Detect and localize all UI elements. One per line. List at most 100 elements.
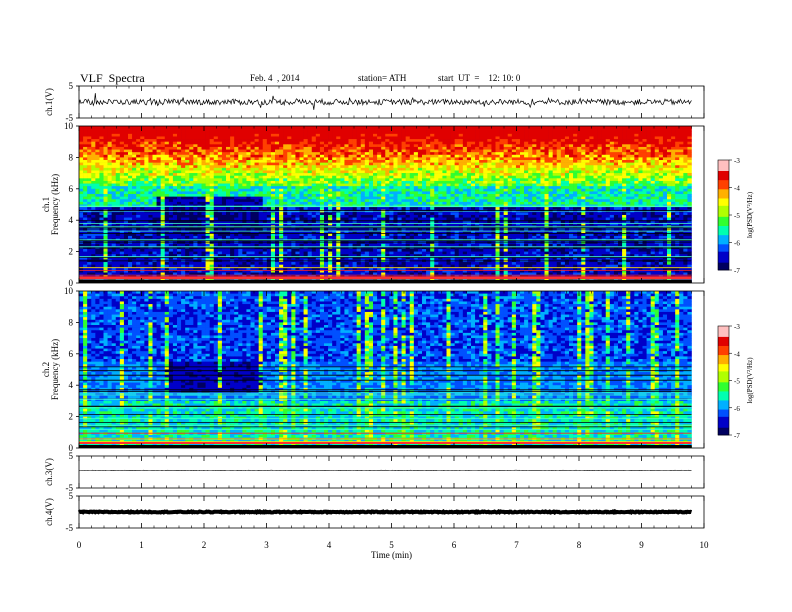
spectrogram-cell	[544, 207, 549, 211]
spectrogram-cell	[560, 144, 566, 148]
spectrogram-cell	[438, 167, 443, 171]
spectrogram-cell	[430, 128, 435, 132]
spectrogram-cell	[123, 149, 129, 153]
spectrogram-cell	[303, 144, 308, 148]
spectrogram-cell	[230, 183, 235, 187]
spectrogram-cell	[613, 144, 619, 148]
spectrogram-cell	[107, 212, 112, 216]
spectrogram-cell	[315, 133, 321, 137]
spectrogram-cell	[307, 207, 313, 211]
spectrogram-cell	[646, 146, 651, 150]
spectrogram-cell	[585, 188, 590, 192]
spectrogram-cell	[462, 194, 468, 197]
spectrogram-cell	[250, 146, 255, 150]
spectrogram-cell	[503, 199, 509, 203]
spectrogram-cell	[475, 167, 480, 171]
spectrogram-cell	[422, 160, 427, 163]
spectrogram-cell	[560, 183, 566, 187]
spectrogram-cell	[675, 133, 680, 137]
spectrogram-cell	[324, 180, 329, 184]
spectrogram-cell	[650, 191, 656, 195]
spectrogram-cell	[87, 191, 92, 195]
spectrogram-cell	[172, 196, 178, 200]
spectrogram-cell	[642, 141, 647, 145]
spectrogram-cell	[266, 170, 272, 174]
spectrogram-cell	[499, 160, 504, 163]
spectrogram-cell	[319, 191, 325, 195]
spectrogram-cell	[409, 180, 415, 184]
spectrogram-cell	[336, 149, 341, 153]
spectrogram-cell	[324, 194, 329, 197]
spectrogram-cell	[495, 188, 500, 192]
spectrogram-cell	[385, 128, 390, 132]
spectrogram-cell	[487, 146, 492, 150]
spectrogram-cell	[577, 186, 582, 190]
spectrogram-cell	[368, 180, 374, 184]
spectrogram-cell	[111, 126, 117, 129]
spectrogram-cell	[605, 162, 611, 166]
spectrogram-cell	[679, 154, 684, 158]
spectrogram-cell	[409, 162, 415, 166]
spectrogram-cell	[356, 173, 362, 177]
spectrogram-cell	[483, 165, 488, 169]
spectrogram-cell	[266, 180, 272, 184]
spectrogram-cell	[434, 170, 439, 174]
spectrogram-cell	[79, 199, 84, 203]
spectrogram-cell	[667, 149, 672, 153]
spectrogram-cell	[299, 131, 304, 135]
spectrogram-cell	[487, 128, 492, 132]
spectrogram-cell	[115, 173, 121, 177]
spectrogram-cell	[217, 212, 223, 216]
spectrogram-cell	[499, 133, 504, 137]
spectrogram-cell	[605, 146, 611, 150]
spectrogram-cell	[630, 170, 635, 174]
spectrogram-cell	[242, 170, 247, 174]
spectrogram-cell	[593, 183, 598, 187]
spectrogram-cell	[589, 128, 594, 132]
spectrogram-cell	[283, 180, 288, 184]
spectrogram-cell	[217, 165, 223, 169]
spectrogram-cell	[217, 186, 223, 190]
spectrogram-cell	[119, 146, 125, 150]
spectrogram-cell	[111, 178, 117, 182]
spectrogram-cell	[618, 167, 623, 171]
spectrogram-cell	[172, 141, 178, 145]
spectrogram-cell	[368, 149, 374, 153]
spectrogram-cell	[87, 141, 92, 145]
spectrogram-cell	[99, 180, 104, 184]
spectrogram-cell	[295, 186, 300, 190]
spectrogram-cell	[638, 149, 643, 153]
spectrogram-cell	[671, 136, 676, 140]
spectrogram-cell	[283, 146, 288, 150]
spectrogram-cell	[471, 199, 476, 203]
spectrogram-cell	[466, 141, 472, 145]
spectrogram-cell	[136, 149, 141, 153]
spectrogram-cell	[609, 139, 615, 142]
spectrogram-cell	[511, 149, 517, 153]
spectrogram-cell	[515, 199, 521, 203]
spectrogram-cell	[364, 131, 370, 135]
spectrogram-cell	[299, 194, 304, 197]
spectrogram-cell	[348, 175, 353, 179]
spectrogram-cell	[295, 141, 300, 145]
spectrogram-cell	[258, 160, 264, 163]
spectrogram-cell	[393, 149, 398, 153]
spectrogram-cell	[107, 167, 112, 171]
spectrogram-cell	[426, 160, 431, 163]
spectrogram-cell	[136, 131, 141, 135]
spectrogram-cell	[279, 139, 284, 142]
spectrogram-cell	[332, 146, 337, 150]
spectrogram-cell	[83, 139, 88, 142]
spectrogram-cell	[667, 154, 672, 158]
spectrogram-cell	[450, 186, 455, 190]
spectrogram-cell	[573, 133, 578, 137]
spectrogram-cell	[160, 146, 166, 150]
spectrogram-cell	[275, 149, 280, 153]
spectrogram-cell	[307, 178, 313, 182]
spectrogram-cell	[324, 136, 329, 140]
spectrogram-cell	[417, 167, 423, 171]
spectrogram-cell	[487, 131, 492, 135]
spectrogram-cell	[185, 201, 190, 205]
spectrogram-cell	[409, 152, 415, 156]
spectrogram-cell	[99, 178, 104, 182]
